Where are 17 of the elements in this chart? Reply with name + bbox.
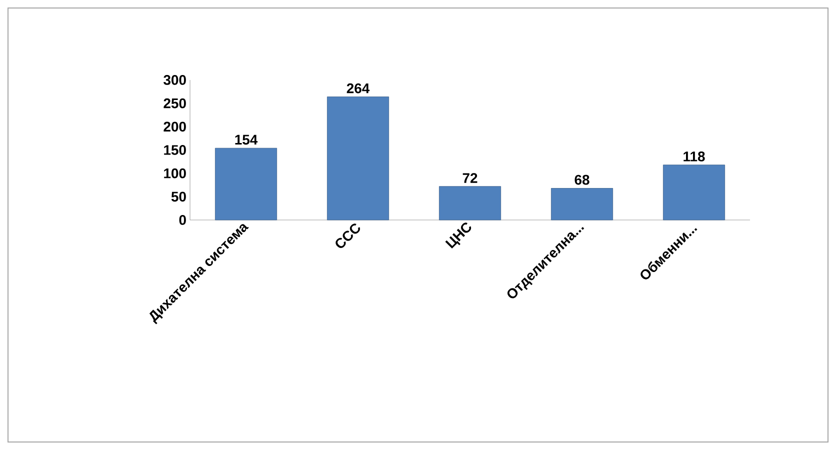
y-tick-label: 50 — [171, 192, 186, 202]
y-tick-label: 150 — [164, 145, 186, 155]
data-label: 72 — [462, 173, 478, 183]
data-label: 68 — [574, 174, 590, 185]
data-label: 118 — [684, 152, 705, 162]
y-tick-label: 200 — [164, 122, 186, 132]
data-label: 264 — [346, 83, 370, 94]
bar — [215, 148, 278, 220]
y-tick-label: 0 — [179, 215, 186, 225]
y-tick-label: 300 — [164, 75, 186, 85]
bar — [551, 188, 614, 220]
y-tick-label: 250 — [164, 98, 186, 108]
bar — [663, 164, 726, 220]
bar — [327, 96, 390, 220]
bar — [439, 186, 502, 220]
y-tick-label: 100 — [164, 168, 186, 178]
data-label: 154 — [235, 134, 258, 145]
